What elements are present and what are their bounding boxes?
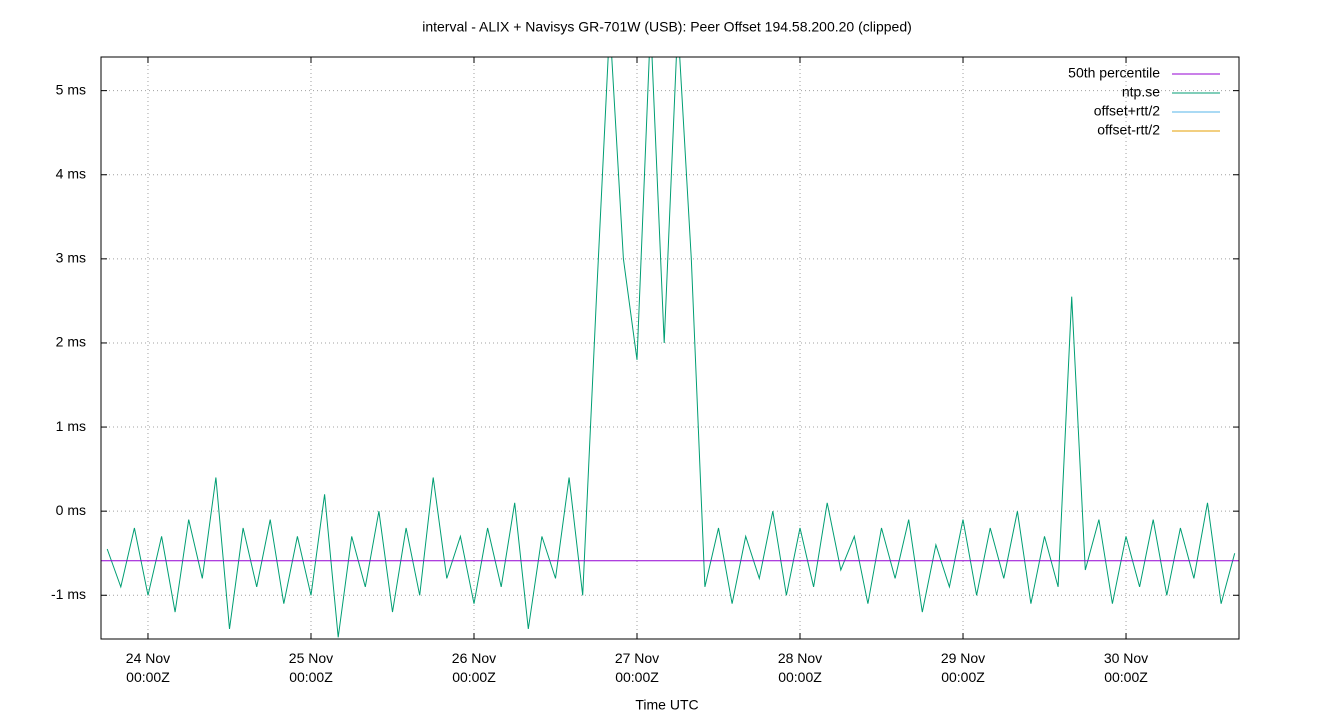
y-tick-label: 5 ms [56, 81, 86, 97]
plot-area [101, 57, 1239, 638]
x-tick-label: 25 Nov 00:00Z [288, 650, 334, 685]
x-tick-label: 30 Nov 00:00Z [1103, 650, 1149, 685]
y-tick-label: -1 ms [51, 586, 86, 602]
x-tick-label: 27 Nov 00:00Z [614, 650, 660, 685]
x-axis-label: Time UTC [635, 697, 698, 713]
x-tick-label: 28 Nov 00:00Z [777, 650, 823, 685]
y-tick-label: 2 ms [56, 334, 86, 350]
legend-label: ntp.se [1122, 84, 1160, 100]
plot-frame [100, 56, 1240, 640]
legend-label: offset-rtt/2 [1097, 122, 1160, 138]
legend-label: 50th percentile [1068, 65, 1160, 81]
y-tick-label: 3 ms [56, 250, 86, 266]
x-tick-label: 26 Nov 00:00Z [451, 650, 497, 685]
y-tick-label: 4 ms [56, 165, 86, 181]
x-tick-label: 29 Nov 00:00Z [940, 650, 986, 685]
series-line [106, 57, 1236, 638]
y-tick-label: 1 ms [56, 418, 86, 434]
chart-title: interval - ALIX + Navisys GR-701W (USB):… [422, 19, 912, 35]
legend-label: offset+rtt/2 [1094, 103, 1160, 119]
x-tick-label: 24 Nov 00:00Z [125, 650, 171, 685]
y-tick-label: 0 ms [56, 502, 86, 518]
